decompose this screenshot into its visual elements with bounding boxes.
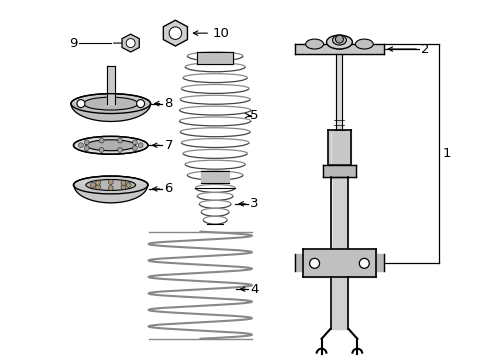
Circle shape <box>96 180 101 185</box>
Polygon shape <box>163 20 187 46</box>
Ellipse shape <box>326 35 352 49</box>
Ellipse shape <box>71 94 150 113</box>
Polygon shape <box>327 130 351 165</box>
Circle shape <box>309 258 319 268</box>
Circle shape <box>96 185 101 190</box>
Circle shape <box>99 138 104 143</box>
Circle shape <box>117 148 122 153</box>
Circle shape <box>126 39 135 48</box>
Polygon shape <box>71 104 150 121</box>
Circle shape <box>108 185 113 190</box>
Polygon shape <box>197 52 233 64</box>
Text: 4: 4 <box>249 283 258 296</box>
Polygon shape <box>322 165 356 177</box>
Ellipse shape <box>305 39 323 49</box>
Circle shape <box>84 146 89 151</box>
Circle shape <box>90 183 95 188</box>
Text: 1: 1 <box>442 147 450 160</box>
Polygon shape <box>122 34 139 52</box>
Text: 3: 3 <box>249 197 258 210</box>
Text: 8: 8 <box>164 97 172 110</box>
Circle shape <box>126 183 131 188</box>
Ellipse shape <box>355 39 372 49</box>
Circle shape <box>132 140 137 145</box>
Circle shape <box>99 148 104 153</box>
Ellipse shape <box>332 35 346 45</box>
Ellipse shape <box>330 39 347 49</box>
Circle shape <box>359 258 368 268</box>
Polygon shape <box>201 171 228 183</box>
Polygon shape <box>74 185 147 203</box>
Text: 9: 9 <box>69 37 77 50</box>
Circle shape <box>136 100 144 108</box>
Text: 6: 6 <box>164 183 172 195</box>
Polygon shape <box>294 255 302 271</box>
Circle shape <box>169 27 181 39</box>
Polygon shape <box>294 44 384 54</box>
Circle shape <box>84 140 89 145</box>
Circle shape <box>335 35 343 43</box>
Text: 7: 7 <box>164 139 173 152</box>
Circle shape <box>77 100 85 108</box>
Text: 2: 2 <box>420 42 428 55</box>
Ellipse shape <box>86 180 135 190</box>
Ellipse shape <box>83 97 138 110</box>
Ellipse shape <box>73 136 148 154</box>
Circle shape <box>138 143 143 148</box>
Polygon shape <box>106 66 115 104</box>
Circle shape <box>108 180 113 184</box>
Text: 5: 5 <box>249 109 258 122</box>
Circle shape <box>117 138 122 143</box>
Polygon shape <box>375 255 384 271</box>
Ellipse shape <box>73 176 148 194</box>
Circle shape <box>78 143 83 148</box>
Text: 10: 10 <box>212 27 228 40</box>
Polygon shape <box>336 54 342 130</box>
Circle shape <box>121 180 125 185</box>
Polygon shape <box>330 277 347 329</box>
Polygon shape <box>302 249 375 277</box>
Circle shape <box>132 146 137 151</box>
Ellipse shape <box>86 140 135 151</box>
Polygon shape <box>330 177 347 249</box>
Circle shape <box>121 185 125 190</box>
